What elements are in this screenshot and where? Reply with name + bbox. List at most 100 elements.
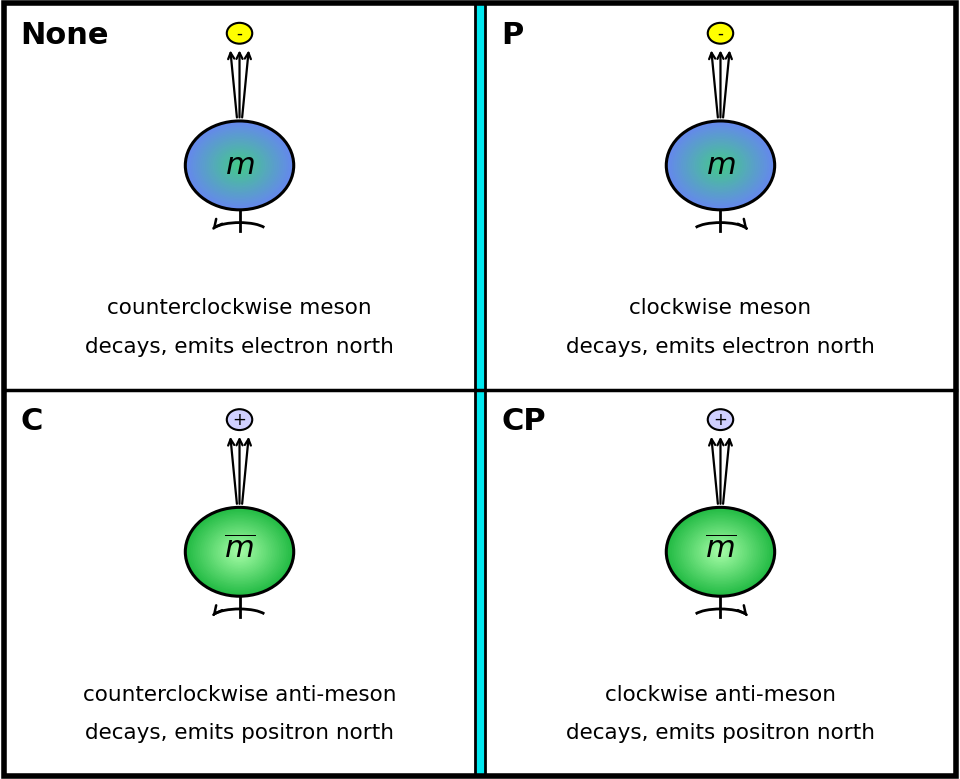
Circle shape (679, 132, 762, 199)
Circle shape (224, 538, 255, 565)
Circle shape (709, 157, 732, 174)
Circle shape (706, 540, 735, 564)
Circle shape (701, 535, 740, 568)
Text: clockwise anti-meson: clockwise anti-meson (605, 685, 836, 705)
Circle shape (204, 522, 276, 581)
Circle shape (230, 158, 249, 173)
Circle shape (675, 129, 766, 203)
Circle shape (715, 161, 726, 170)
Circle shape (205, 137, 274, 193)
Circle shape (193, 127, 286, 204)
Circle shape (228, 157, 251, 174)
Circle shape (218, 534, 261, 569)
Circle shape (686, 523, 755, 580)
Circle shape (699, 534, 742, 569)
Circle shape (715, 548, 726, 556)
Circle shape (683, 134, 758, 196)
Circle shape (194, 129, 285, 203)
Circle shape (227, 23, 252, 44)
Circle shape (703, 150, 738, 180)
Circle shape (212, 530, 267, 574)
Circle shape (198, 132, 281, 199)
Circle shape (234, 161, 245, 170)
Circle shape (686, 137, 755, 193)
Circle shape (216, 146, 263, 185)
Text: decays, emits positron north: decays, emits positron north (85, 724, 394, 743)
Circle shape (210, 142, 269, 189)
Circle shape (719, 164, 722, 167)
Circle shape (209, 527, 270, 577)
Circle shape (684, 136, 756, 195)
Circle shape (670, 510, 771, 594)
Circle shape (224, 152, 255, 178)
Circle shape (205, 523, 274, 580)
Circle shape (691, 528, 750, 576)
Text: -: - (717, 24, 724, 42)
Circle shape (227, 541, 252, 562)
Circle shape (202, 134, 277, 196)
Circle shape (220, 149, 259, 182)
Circle shape (703, 537, 738, 566)
Circle shape (222, 150, 257, 180)
Bar (475, 3, 485, 776)
Circle shape (218, 148, 261, 183)
Circle shape (216, 533, 263, 571)
Text: counterclockwise anti-meson: counterclockwise anti-meson (83, 685, 396, 705)
Circle shape (674, 513, 767, 590)
Circle shape (674, 127, 767, 204)
Circle shape (227, 409, 252, 430)
Circle shape (220, 535, 259, 568)
Circle shape (232, 160, 247, 171)
Circle shape (690, 140, 751, 191)
Circle shape (228, 543, 251, 561)
Circle shape (717, 549, 724, 555)
Circle shape (194, 515, 285, 589)
Text: decays, emits positron north: decays, emits positron north (566, 724, 875, 743)
Text: decays, emits electron north: decays, emits electron north (566, 337, 875, 357)
Circle shape (693, 530, 748, 574)
Circle shape (234, 548, 245, 556)
Circle shape (666, 507, 775, 596)
Circle shape (690, 527, 751, 577)
Circle shape (691, 142, 750, 189)
Circle shape (198, 518, 281, 586)
Text: +: + (713, 411, 728, 428)
Circle shape (708, 409, 733, 430)
Circle shape (185, 121, 294, 210)
Circle shape (207, 139, 272, 192)
Circle shape (212, 143, 267, 188)
Circle shape (193, 513, 286, 590)
Circle shape (697, 533, 744, 571)
Text: None: None (20, 20, 108, 50)
Circle shape (236, 549, 243, 555)
Circle shape (238, 550, 241, 553)
Circle shape (705, 538, 736, 565)
Circle shape (202, 520, 277, 583)
Circle shape (214, 145, 265, 186)
Circle shape (209, 140, 270, 191)
Circle shape (227, 155, 252, 176)
Text: $\overline{m}$: $\overline{m}$ (224, 534, 255, 566)
Text: $\overline{m}$: $\overline{m}$ (705, 534, 736, 566)
Text: CP: CP (501, 407, 546, 436)
Circle shape (713, 160, 728, 171)
Text: $m$: $m$ (225, 150, 254, 181)
Circle shape (679, 518, 762, 586)
Text: C: C (20, 407, 42, 436)
Circle shape (695, 531, 746, 573)
Circle shape (701, 149, 740, 182)
Circle shape (684, 522, 756, 581)
Text: +: + (232, 411, 247, 428)
Circle shape (666, 121, 775, 210)
Circle shape (706, 153, 735, 178)
Circle shape (699, 148, 742, 183)
Circle shape (708, 23, 733, 44)
Text: counterclockwise meson: counterclockwise meson (108, 298, 372, 319)
Circle shape (717, 163, 724, 168)
Circle shape (708, 155, 733, 176)
Circle shape (238, 164, 241, 167)
Text: $m$: $m$ (706, 150, 735, 181)
Circle shape (672, 125, 769, 206)
Circle shape (688, 139, 753, 192)
Circle shape (709, 543, 732, 561)
